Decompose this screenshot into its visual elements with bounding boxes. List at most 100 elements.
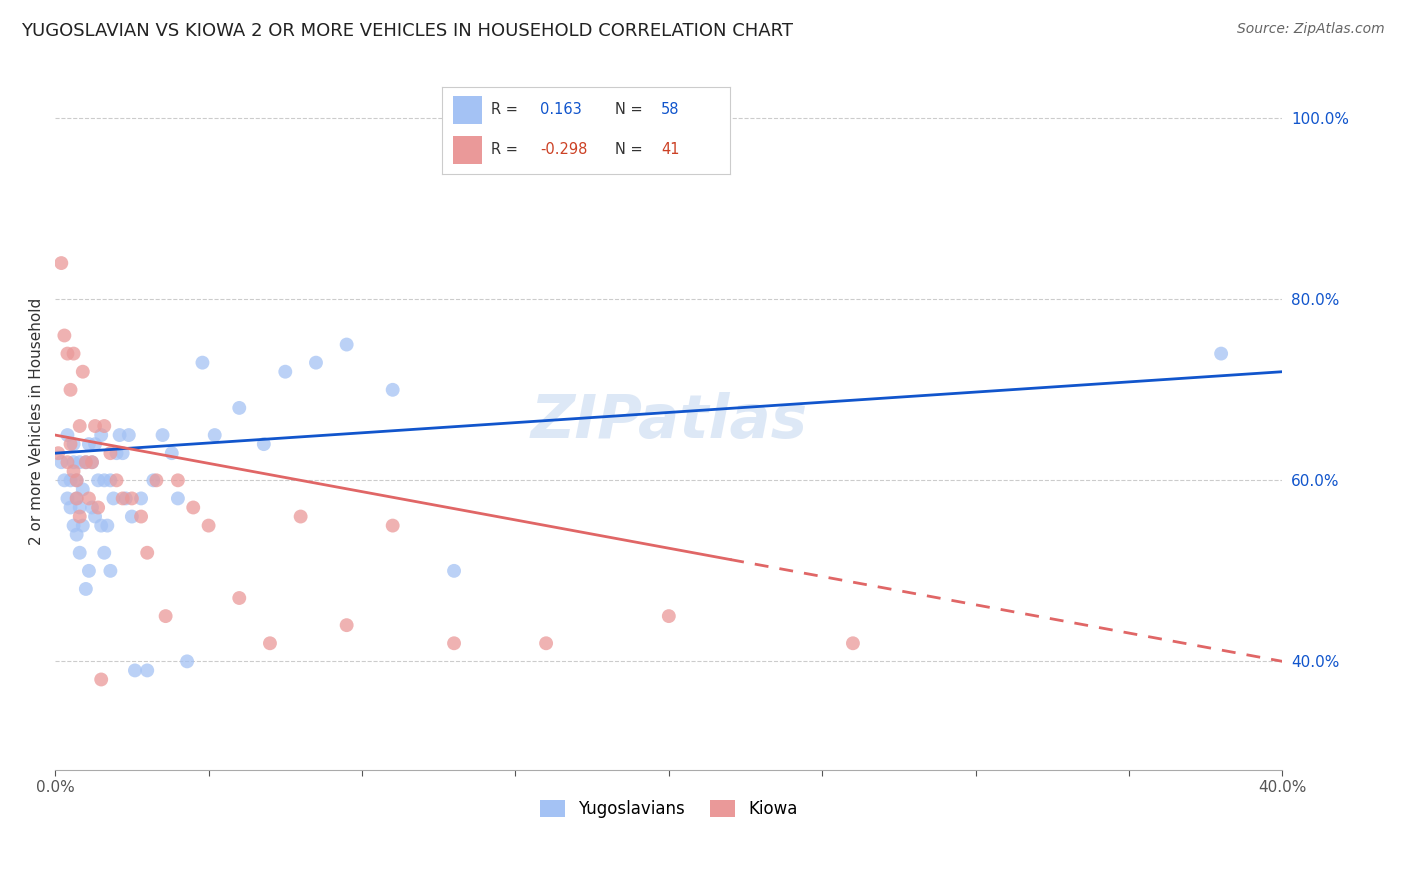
Point (69, 455, 91, 469)
Point (90, 518, 112, 533)
Point (181, 500, 204, 515)
Point (118, 428, 141, 442)
Point (84, 419, 107, 434)
Point (56, 491, 79, 506)
Point (103, 491, 125, 506)
Point (381, 383, 404, 397)
Text: YUGOSLAVIAN VS KIOWA 2 OR MORE VEHICLES IN HOUSEHOLD CORRELATION CHART: YUGOSLAVIAN VS KIOWA 2 OR MORE VEHICLES … (21, 22, 793, 40)
Point (100, 446, 122, 460)
Point (124, 664, 146, 678)
Point (100, 473, 122, 487)
Point (84, 509, 107, 524)
Point (72, 483, 94, 497)
Point (77, 491, 100, 506)
Point (336, 337, 359, 351)
Point (336, 618, 359, 632)
Point (274, 365, 297, 379)
Point (59, 437, 82, 451)
Point (142, 473, 165, 487)
Point (77, 437, 100, 451)
Point (62, 518, 84, 533)
Point (75, 455, 97, 469)
Point (77, 564, 100, 578)
Point (136, 546, 159, 560)
Point (53, 473, 76, 487)
Point (1211, 346, 1233, 360)
Point (66, 473, 89, 487)
Point (160, 446, 183, 460)
Point (290, 509, 312, 524)
Point (62, 437, 84, 451)
Point (443, 564, 465, 578)
Point (253, 437, 276, 451)
Point (80, 455, 103, 469)
Point (228, 401, 250, 415)
Point (72, 365, 94, 379)
Point (93, 546, 115, 560)
Point (59, 500, 82, 515)
Point (114, 491, 136, 506)
Point (69, 500, 91, 515)
Point (80, 500, 103, 515)
Point (46, 446, 69, 460)
Point (136, 664, 159, 678)
Point (62, 455, 84, 469)
Point (167, 491, 190, 506)
Point (90, 428, 112, 442)
Point (145, 473, 167, 487)
Point (152, 428, 174, 442)
Point (259, 636, 281, 650)
Point (111, 446, 134, 460)
Point (108, 428, 131, 442)
Point (121, 509, 143, 524)
Point (105, 446, 128, 460)
Point (176, 654, 198, 668)
Y-axis label: 2 or more Vehicles in Household: 2 or more Vehicles in Household (30, 298, 44, 545)
Point (72, 518, 94, 533)
Point (62, 464, 84, 478)
Point (56, 346, 79, 360)
Point (69, 509, 91, 524)
Point (381, 518, 404, 533)
Point (53, 328, 76, 343)
Point (66, 491, 89, 506)
Point (305, 356, 328, 370)
Point (80, 455, 103, 469)
Point (167, 473, 190, 487)
Point (204, 428, 226, 442)
Text: Source: ZipAtlas.com: Source: ZipAtlas.com (1237, 22, 1385, 37)
Legend: Yugoslavians, Kiowa: Yugoslavians, Kiowa (533, 793, 804, 824)
Point (56, 455, 79, 469)
Point (59, 383, 82, 397)
Point (105, 473, 128, 487)
Point (191, 356, 214, 370)
Point (197, 518, 219, 533)
Point (87, 500, 110, 515)
Point (75, 455, 97, 469)
Point (129, 509, 152, 524)
Point (75, 582, 97, 596)
Point (51, 256, 73, 270)
Point (66, 491, 89, 506)
Point (59, 473, 82, 487)
Text: ZIPatlas: ZIPatlas (530, 392, 807, 451)
Point (100, 564, 122, 578)
Point (69, 419, 91, 434)
Point (66, 473, 89, 487)
Point (443, 636, 465, 650)
Point (93, 419, 115, 434)
Point (69, 546, 91, 560)
Point (534, 636, 557, 650)
Point (155, 609, 177, 624)
Point (62, 346, 84, 360)
Point (842, 636, 865, 650)
Point (121, 491, 143, 506)
Point (111, 491, 134, 506)
Point (87, 473, 110, 487)
Point (90, 673, 112, 687)
Point (228, 591, 250, 605)
Point (56, 428, 79, 442)
Point (93, 473, 115, 487)
Point (658, 609, 681, 624)
Point (96, 518, 118, 533)
